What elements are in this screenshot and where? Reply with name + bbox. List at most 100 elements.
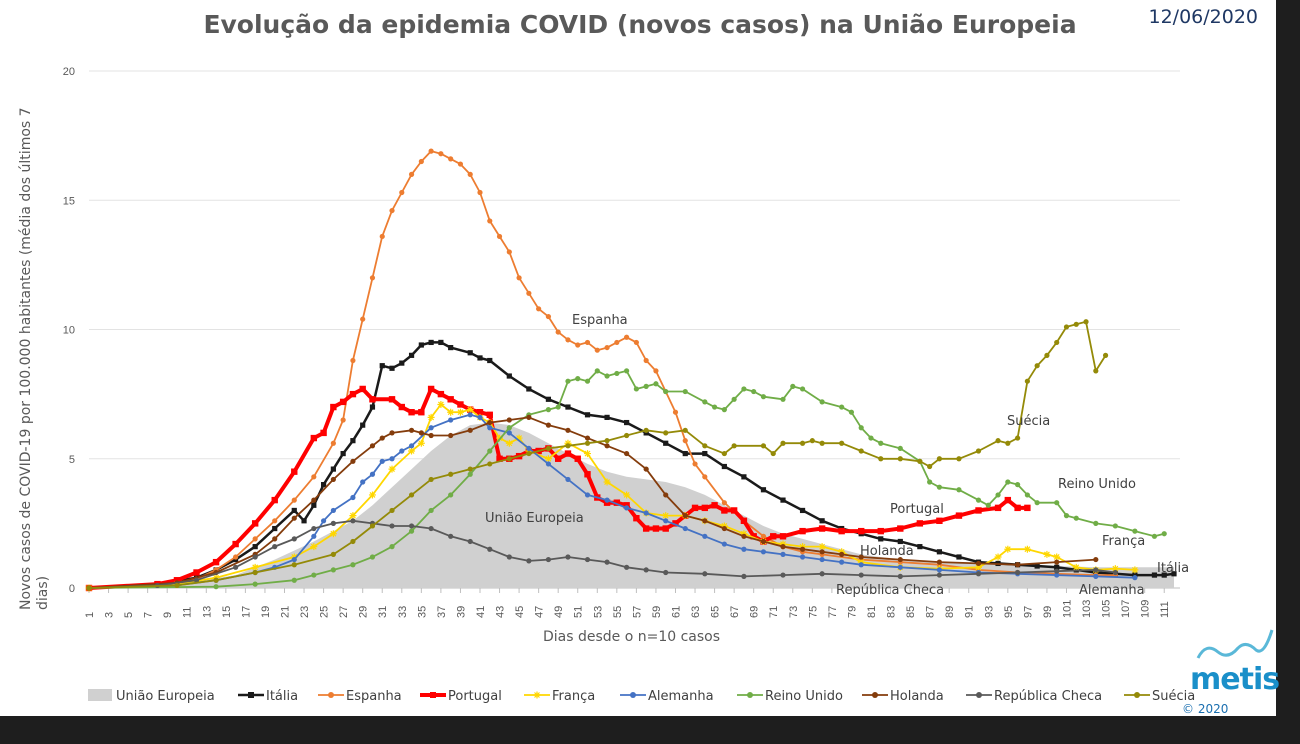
data-point [1151, 572, 1158, 578]
data-point [339, 398, 347, 406]
data-point [662, 512, 670, 520]
data-point [291, 468, 298, 475]
data-point [1132, 575, 1138, 581]
data-point [1023, 545, 1031, 553]
x-tick-label: 49 [553, 606, 565, 618]
series-alemanha [86, 412, 1138, 591]
data-point [369, 404, 376, 410]
data-point [448, 156, 454, 162]
legend-label: Reino Unido [765, 689, 843, 704]
x-tick-label: 81 [866, 606, 878, 618]
data-point [956, 554, 962, 560]
data-point [565, 554, 571, 560]
data-point [388, 396, 396, 403]
data-point [526, 450, 532, 457]
data-point [721, 525, 727, 532]
data-point [653, 368, 659, 374]
data-point [604, 559, 610, 565]
data-point [604, 414, 610, 420]
data-point [594, 368, 600, 374]
data-point [1093, 556, 1099, 563]
y-tick-label: 0 [69, 583, 75, 595]
data-point [213, 577, 219, 583]
data-point [1034, 563, 1040, 569]
data-point [330, 551, 336, 557]
data-point [398, 403, 405, 411]
legend-label: República Checa [994, 689, 1102, 704]
data-point [975, 563, 983, 571]
data-point [369, 471, 376, 477]
data-point [311, 497, 317, 503]
data-point [329, 530, 337, 538]
y-tick-label: 5 [69, 454, 75, 466]
data-point [1005, 479, 1011, 485]
data-point [330, 403, 337, 411]
data-point [760, 533, 767, 539]
data-point [350, 494, 356, 501]
data-point [877, 527, 884, 535]
data-point [662, 525, 669, 532]
data-point [340, 417, 346, 423]
data-point [389, 523, 395, 529]
data-point [702, 399, 708, 405]
data-point [340, 450, 346, 457]
legend-item-reino-unido: Reino Unido [737, 689, 843, 704]
data-point [721, 463, 727, 470]
data-point [1063, 513, 1070, 519]
data-point [878, 456, 884, 462]
data-point [1102, 352, 1109, 358]
data-point [623, 491, 631, 499]
data-point [526, 290, 532, 296]
data-point [438, 339, 444, 346]
data-point [369, 523, 376, 529]
data-point [897, 538, 903, 545]
data-point [86, 585, 92, 591]
annotation-suecia: Suécia [1007, 414, 1050, 429]
legend-item-republica-checa: República Checa [966, 689, 1102, 704]
data-point [975, 571, 982, 577]
series-uniao-europeia [89, 422, 1174, 588]
data-point [818, 543, 826, 551]
data-point [643, 567, 649, 573]
data-point [1112, 569, 1118, 576]
x-tick-label: 31 [377, 606, 389, 618]
data-point [897, 445, 903, 452]
data-point [721, 407, 727, 413]
annotation-portugal: Portugal [890, 502, 944, 517]
legend-label: União Europeia [116, 689, 215, 704]
data-point [310, 543, 318, 551]
annotation-franca: França [1102, 534, 1145, 549]
data-point [545, 396, 552, 402]
data-point [301, 518, 307, 524]
data-point [643, 427, 649, 433]
data-point [252, 544, 258, 550]
data-point [858, 448, 864, 454]
legend-item-uniao-europeia: União Europeia [88, 689, 215, 704]
data-point [916, 520, 924, 527]
line-republica-checa [88, 519, 1116, 589]
data-point [369, 554, 376, 560]
legend-label: Alemanha [648, 689, 714, 704]
data-point [360, 422, 366, 428]
data-point [554, 455, 562, 462]
data-point [565, 427, 571, 433]
data-point [799, 386, 806, 392]
data-point [799, 507, 806, 514]
data-point [819, 440, 825, 446]
data-point [251, 563, 259, 571]
data-point [487, 425, 493, 431]
data-point [467, 538, 473, 545]
data-point [350, 357, 356, 364]
data-point [1034, 363, 1040, 369]
data-point [555, 329, 561, 335]
data-point [193, 577, 200, 583]
legend-marker [976, 692, 982, 698]
data-point [369, 275, 376, 281]
data-point [565, 476, 571, 483]
data-point [496, 233, 503, 240]
data-point [799, 527, 806, 535]
data-point [1093, 573, 1099, 579]
data-point [818, 525, 826, 532]
data-point [574, 455, 581, 462]
x-tick-label: 85 [905, 606, 917, 618]
